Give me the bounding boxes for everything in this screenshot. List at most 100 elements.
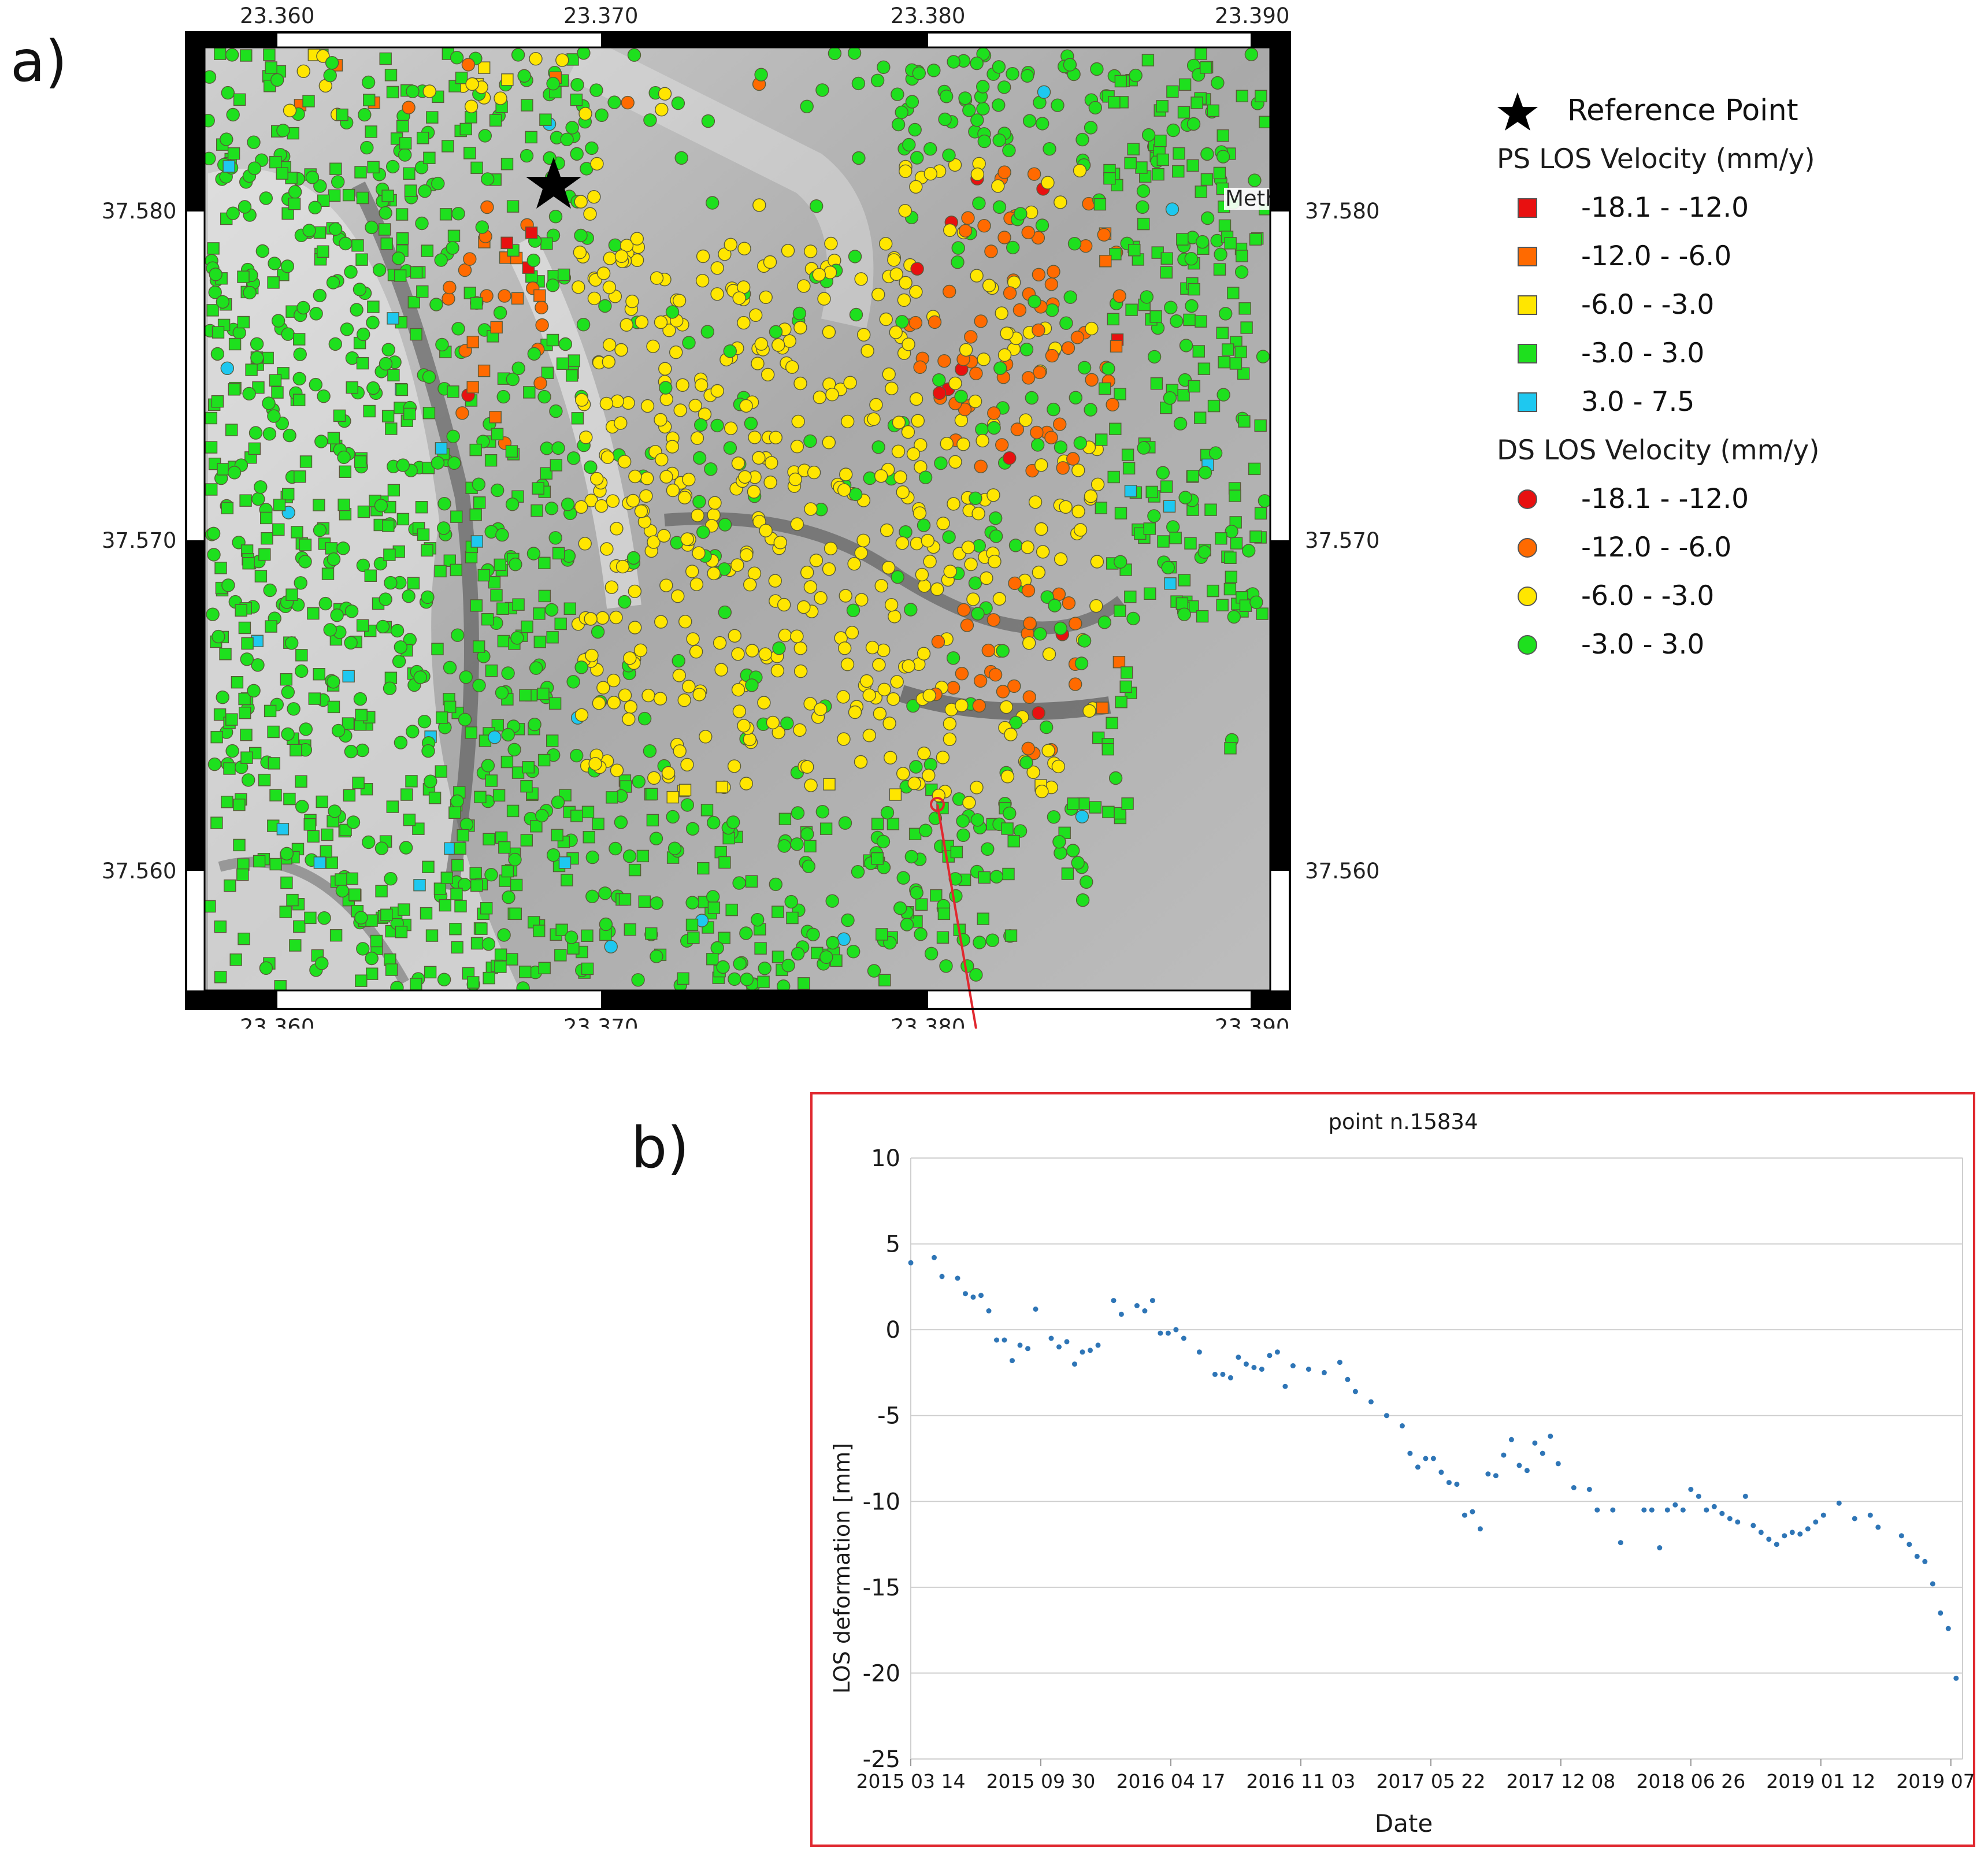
ds-point [1010, 422, 1025, 436]
ds-point [951, 241, 965, 255]
ps-point [222, 160, 235, 173]
x-tick-label: 2015 03 14 [856, 1770, 966, 1793]
ps-point [546, 631, 559, 644]
ds-point [325, 55, 339, 70]
data-point [1875, 1524, 1881, 1530]
ds-point [365, 951, 379, 966]
ps-point [520, 780, 533, 793]
ds-point [761, 368, 775, 381]
ds-point [861, 344, 874, 358]
ds-point [578, 107, 592, 121]
ds-point [1195, 235, 1210, 249]
ds-point [399, 841, 413, 855]
measurement-points [205, 47, 1270, 990]
ps-point [335, 873, 347, 886]
ps-point [386, 86, 399, 99]
ps-point [265, 61, 277, 74]
ds-point [546, 848, 561, 862]
ds-point [328, 804, 342, 818]
ps-point [294, 470, 306, 483]
ds-point [424, 774, 437, 788]
ds-point [1039, 720, 1054, 734]
ds-point [225, 48, 239, 62]
ds-point [251, 492, 265, 506]
ds-point [574, 500, 588, 514]
ds-point [716, 960, 730, 974]
ds-point [535, 808, 549, 823]
ds-point [936, 517, 950, 530]
ds-point [505, 498, 520, 511]
ds-point [481, 937, 496, 951]
ps-point [395, 926, 408, 938]
x-tick-label: 2015 09 30 [986, 1770, 1095, 1793]
ps-point [410, 328, 422, 341]
ds-point [947, 55, 960, 69]
ds-point [765, 456, 778, 470]
ds-point [615, 559, 630, 574]
ds-point [296, 300, 310, 315]
ds-point [996, 644, 1010, 658]
x-tick-labels: 2015 03 14 2015 09 30 2016 04 17 2016 11 03… [856, 1759, 1978, 1793]
ds-point [267, 409, 281, 423]
ps-point [1107, 470, 1120, 484]
ps-point [522, 760, 535, 774]
ds-point [653, 692, 667, 706]
ps-point [1197, 362, 1211, 375]
x-tick-label: 2016 04 17 [1116, 1770, 1225, 1793]
ds-point [671, 589, 685, 603]
ds-point [942, 284, 956, 299]
ds-point [578, 537, 592, 551]
ds-point [960, 618, 974, 632]
ds-point [838, 816, 852, 830]
ps-point [1160, 266, 1173, 279]
ds-point [910, 886, 923, 900]
ps-point [1240, 321, 1253, 334]
lon-tick-top-1: 23.360 [240, 3, 314, 28]
ds-point [299, 722, 313, 736]
ps-point [645, 927, 658, 940]
ds-point [227, 466, 242, 480]
ds-point [748, 308, 763, 322]
ds-point [997, 165, 1011, 179]
ps-point [387, 369, 400, 381]
ps-point [264, 704, 277, 718]
ps-point [327, 432, 340, 444]
ds-point [527, 347, 541, 361]
ds-point [985, 933, 1000, 947]
ds-point [600, 542, 614, 556]
ds-point [330, 608, 344, 622]
ds-point [873, 707, 887, 721]
ps-point [233, 838, 246, 852]
ds-point [226, 107, 240, 122]
ds-point [1035, 117, 1049, 131]
ds-point [1136, 184, 1151, 198]
ds-point [205, 70, 217, 84]
ds-point [602, 338, 617, 352]
ds-point [595, 499, 609, 513]
ds-point [610, 522, 624, 536]
ds-point [1147, 509, 1161, 523]
ds-point [1218, 307, 1233, 321]
ds-point [1166, 520, 1180, 534]
ds-point [220, 361, 234, 375]
ds-point [793, 376, 807, 391]
ds-point [1241, 544, 1256, 558]
ps-point [447, 385, 459, 398]
ds-point [437, 521, 451, 535]
ds-point [643, 744, 657, 758]
ps-point [1107, 313, 1120, 325]
ds-point [450, 50, 464, 65]
ds-point [572, 280, 585, 294]
ps-point [224, 879, 236, 892]
ps-point [1177, 106, 1190, 119]
ps-point [267, 276, 280, 289]
data-point [1080, 1349, 1085, 1355]
ps-point [435, 442, 448, 455]
ps-point [348, 888, 361, 901]
ds-point [528, 717, 541, 732]
ds-point [988, 555, 1002, 569]
ds-point [806, 927, 820, 941]
ds-point [566, 675, 580, 689]
ps-point [269, 155, 282, 169]
ps-point [444, 700, 457, 714]
